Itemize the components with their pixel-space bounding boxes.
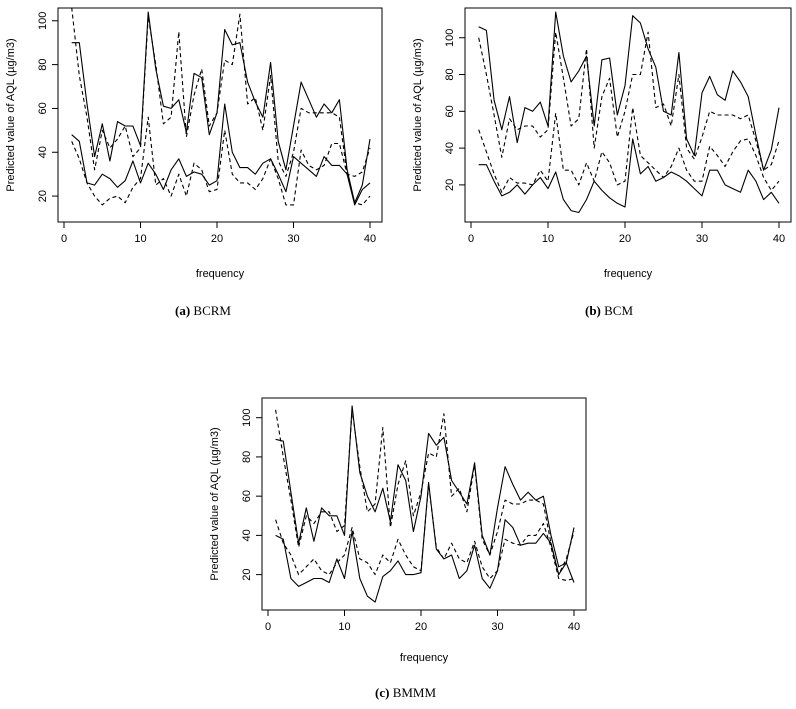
caption-a: (a) BCRM <box>175 303 231 318</box>
chart-bcrm-series-1-dashed-line <box>71 8 371 177</box>
chart-bcm-plot-frame <box>464 7 792 223</box>
chart-bcm-series-3-dashed-line <box>478 107 780 193</box>
chart-bcm-series-0-solid-line <box>478 11 780 171</box>
chart-bmmm-x-tick-label: 20 <box>415 621 427 633</box>
chart-bmmm-y-tick-label: 40 <box>241 529 253 541</box>
chart-bcrm-x-tick-label: 0 <box>61 233 67 245</box>
chart-bcm-series-2-solid-line <box>478 138 780 214</box>
chart-bcm-y-tick-label: 100 <box>444 29 456 47</box>
chart-bcm-series-1-dashed-line <box>478 31 780 171</box>
chart-bmmm-y-axis-label: Predicted value of AQL (µg/m3) <box>209 427 221 580</box>
chart-bmmm-series-0-solid-line <box>275 405 575 568</box>
chart-bcrm-y-tick-label: 40 <box>37 146 49 158</box>
chart-bcrm-series-3-dashed-line <box>71 116 371 206</box>
chart-bcm-x-tick-label: 40 <box>773 233 785 245</box>
chart-bmmm-y-tick-label: 60 <box>241 490 253 502</box>
chart-bmmm-x-tick-label: 10 <box>338 621 350 633</box>
caption-c: (c) BMMM <box>375 685 437 700</box>
chart-bcm-x-tick-label: 30 <box>696 233 708 245</box>
chart-bcm-x-tick-label: 0 <box>468 233 474 245</box>
chart-bmmm-x-axis-label: frequency <box>400 652 449 664</box>
chart-bcm-x-axis-label: frequency <box>604 268 653 280</box>
chart-bcrm: 0 10 20 30 40 20 40 60 80 100 frequency Predicted v… <box>5 7 383 280</box>
chart-bcrm-y-axis-label: Predicted value of AQL (µg/m3) <box>5 38 17 191</box>
chart-bcrm-x-axis-label: frequency <box>196 268 245 280</box>
chart-bcm: 0 10 20 30 40 20 40 60 80 100 frequency Predicted v… <box>412 7 792 280</box>
chart-bcm-x-tick-label: 10 <box>542 233 554 245</box>
chart-bmmm-y-tick-label: 20 <box>241 568 253 580</box>
chart-bcrm-y-tick-label: 60 <box>37 102 49 114</box>
chart-bmmm-series-3-dashed-line <box>275 483 575 582</box>
chart-bmmm-plot-frame <box>261 397 587 611</box>
chart-bmmm-y-tick-label: 80 <box>241 451 253 463</box>
chart-bcrm-series-2-solid-line <box>71 103 371 206</box>
caption-b: (b) BCM <box>585 303 634 318</box>
chart-bmmm-x-tick-label: 30 <box>491 621 503 633</box>
chart-bcrm-y-tick-label: 100 <box>37 12 49 30</box>
chart-bcm-y-axis-label: Predicted value of AQL (µg/m3) <box>412 38 424 191</box>
chart-bmmm-y-tick-label: 100 <box>241 409 253 427</box>
chart-bcrm-x-tick-label: 20 <box>211 233 223 245</box>
chart-bcrm-series-0-solid-line <box>71 11 371 204</box>
chart-bcrm-plot-frame <box>57 7 383 223</box>
chart-bmmm-series-1-dashed-line <box>275 409 575 576</box>
chart-bcrm-y-tick-label: 20 <box>37 190 49 202</box>
chart-bcrm-y-tick-label: 80 <box>37 58 49 70</box>
chart-bmmm-x-tick-label: 40 <box>568 621 580 633</box>
chart-bcm-y-tick-label: 20 <box>444 179 456 191</box>
chart-bmmm-x-tick-label: 0 <box>265 621 271 633</box>
chart-bcm-y-tick-label: 60 <box>444 105 456 117</box>
chart-bcm-y-tick-label: 80 <box>444 68 456 80</box>
chart-bcm-x-tick-label: 20 <box>619 233 631 245</box>
chart-bmmm: 0 10 20 30 40 20 40 60 80 100 frequency Predicted v… <box>209 397 587 664</box>
chart-bcrm-x-tick-label: 40 <box>364 233 376 245</box>
chart-bcrm-x-tick-label: 10 <box>134 233 146 245</box>
chart-bcm-y-tick-label: 40 <box>444 142 456 154</box>
chart-bcrm-x-tick-label: 30 <box>287 233 299 245</box>
